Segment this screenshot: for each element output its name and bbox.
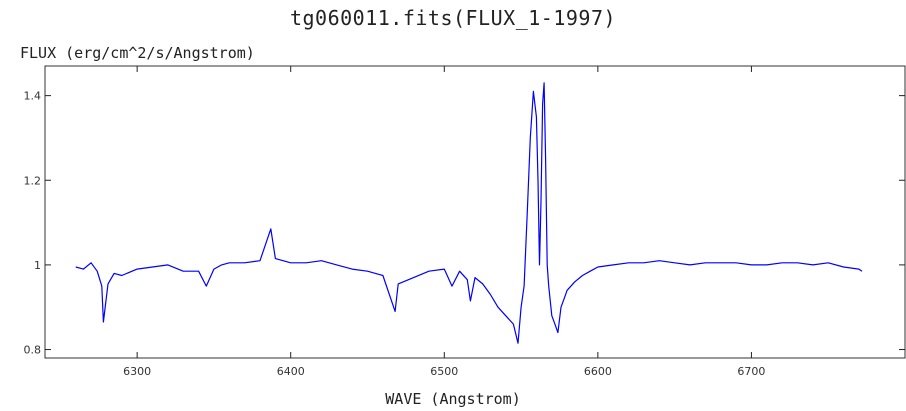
spectrum-line	[75, 82, 863, 344]
y-axis-label: FLUX (erg/cm^2/s/Angstrom)	[20, 44, 255, 62]
axis-ticks: 6300 6400 6500 6600 6700 0.8 1 1.2 1.4	[24, 66, 905, 378]
y-tick-label: 1.2	[24, 174, 42, 187]
y-tick-label: 1.4	[24, 90, 42, 103]
chart-title: tg060011.fits(FLUX_1-1997)	[289, 6, 617, 30]
y-tick-label: 0.8	[24, 344, 42, 357]
y-tick-label: 1	[34, 259, 41, 272]
x-tick-label: 6600	[584, 365, 612, 378]
x-tick-label: 6400	[277, 365, 305, 378]
x-axis-label: WAVE (Angstrom)	[385, 390, 521, 408]
x-tick-label: 6300	[123, 365, 151, 378]
plot-frame	[44, 65, 906, 359]
x-tick-label: 6500	[430, 365, 458, 378]
x-tick-label: 6700	[737, 365, 765, 378]
